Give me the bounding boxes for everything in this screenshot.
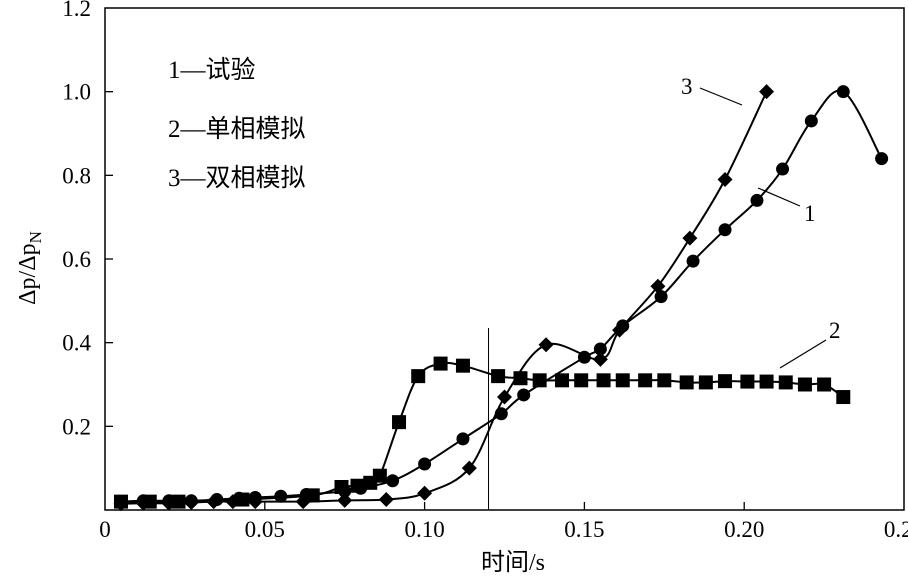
series-2-point xyxy=(740,374,755,389)
series-2-point xyxy=(679,375,694,390)
series-3-point xyxy=(135,495,151,511)
series-1 xyxy=(114,85,889,509)
y-tick-label: 0.8 xyxy=(62,163,91,188)
series-3-point xyxy=(592,351,608,367)
series-2-point xyxy=(638,373,653,388)
y-tick-label: 1.0 xyxy=(62,80,91,105)
series-1-point xyxy=(456,432,470,446)
series-3-point xyxy=(538,337,554,353)
y-axis-title-main: Δp/Δp xyxy=(15,243,41,305)
series-2-point xyxy=(372,468,387,483)
series-callouts: 1 2 3 xyxy=(681,74,841,369)
series-3 xyxy=(113,84,775,512)
series-2-point xyxy=(615,373,630,388)
series-1-point xyxy=(686,254,700,268)
x-tick-label: 0.15 xyxy=(564,517,604,542)
series-2-point xyxy=(817,377,832,392)
series-3-point xyxy=(612,322,628,338)
series-1-point xyxy=(274,489,288,503)
series-2-point xyxy=(532,373,547,388)
series-1-line xyxy=(120,89,883,503)
series-1-point xyxy=(517,388,531,402)
series-3-line xyxy=(120,91,768,505)
series-2-point xyxy=(350,478,365,493)
series-2-point xyxy=(392,415,407,430)
series-2-point xyxy=(759,374,774,389)
y-axis-ticks: 0.2 0.4 0.6 0.8 1.0 1.2 xyxy=(62,0,113,439)
x-tick-label: 0.10 xyxy=(404,517,444,542)
series-1-point xyxy=(875,152,889,166)
x-axis-title: 时间/s xyxy=(481,549,545,576)
legend: 1—试验 2—单相模拟 3—双相模拟 xyxy=(168,56,306,192)
series-2-point xyxy=(698,375,713,390)
y-tick-label: 0.2 xyxy=(62,414,91,439)
series-3-point xyxy=(206,494,222,510)
y-tick-label: 0.4 xyxy=(62,331,91,356)
series-3-point xyxy=(682,230,698,246)
series-2-point xyxy=(411,369,426,384)
legend-item-2: 2—单相模拟 xyxy=(168,115,306,143)
series-2-point xyxy=(596,373,611,388)
series-3-point xyxy=(717,172,733,188)
legend-item-3: 3—双相模拟 xyxy=(168,164,306,192)
series-2-point xyxy=(334,479,349,494)
series-3-point xyxy=(247,494,263,510)
series-2-point xyxy=(555,373,570,388)
series-2-point xyxy=(491,369,506,384)
series-3-point xyxy=(650,278,666,294)
series-3-point xyxy=(161,495,177,511)
series-3-point xyxy=(759,84,775,100)
x-axis-ticks: 0 0.05 0.10 0.15 0.20 0.25 xyxy=(99,502,908,542)
series-3-point xyxy=(225,494,241,510)
series-3-point xyxy=(183,494,199,510)
series-1-point xyxy=(836,85,850,99)
series-2-point xyxy=(574,373,589,388)
series-1-point xyxy=(718,223,732,237)
y-tick-label: 0.6 xyxy=(62,247,91,272)
x-tick-label: 0.20 xyxy=(724,517,764,542)
callout-label-1: 1 xyxy=(804,201,816,226)
series-3-point xyxy=(113,496,129,512)
series-3-point xyxy=(295,494,311,510)
y-axis-title: Δp/ΔpN xyxy=(15,231,45,305)
series-3-point xyxy=(461,460,477,476)
series-2-point xyxy=(778,375,793,390)
y-axis-title-group: Δp/ΔpN xyxy=(15,231,45,305)
x-tick-label: 0 xyxy=(99,517,111,542)
callout-label-2: 2 xyxy=(829,318,841,343)
series-2-line xyxy=(121,361,844,503)
series-2-point xyxy=(433,356,448,371)
callout-label-3: 3 xyxy=(681,74,693,99)
callout-leader-3 xyxy=(699,87,743,106)
series-1-point xyxy=(804,114,818,128)
x-tick-label: 0.05 xyxy=(245,517,285,542)
series-2-point xyxy=(455,358,470,373)
series-2-point xyxy=(797,377,812,392)
series-2-point xyxy=(836,390,851,405)
series-3-point xyxy=(337,492,353,508)
series-layer xyxy=(113,84,889,512)
series-1-point xyxy=(776,162,790,176)
x-tick-label: 0.25 xyxy=(884,517,908,542)
series-2-point xyxy=(718,374,733,389)
series-3-point xyxy=(417,485,433,501)
series-1-point xyxy=(418,457,432,471)
series-2 xyxy=(113,356,851,509)
series-3-point xyxy=(497,389,512,405)
series-2-point xyxy=(171,494,186,509)
y-axis-title-subscript: N xyxy=(26,231,45,243)
legend-item-1: 1—试验 xyxy=(168,56,256,84)
y-tick-label: 1.2 xyxy=(62,0,91,21)
series-2-point xyxy=(305,488,320,503)
series-1-point xyxy=(593,342,607,356)
series-3-point xyxy=(378,492,394,508)
series-1-point xyxy=(750,193,764,207)
series-1-point xyxy=(386,474,400,488)
callout-leader-1 xyxy=(757,187,801,207)
callout-leader-2 xyxy=(779,339,827,369)
series-2-point xyxy=(657,373,672,388)
